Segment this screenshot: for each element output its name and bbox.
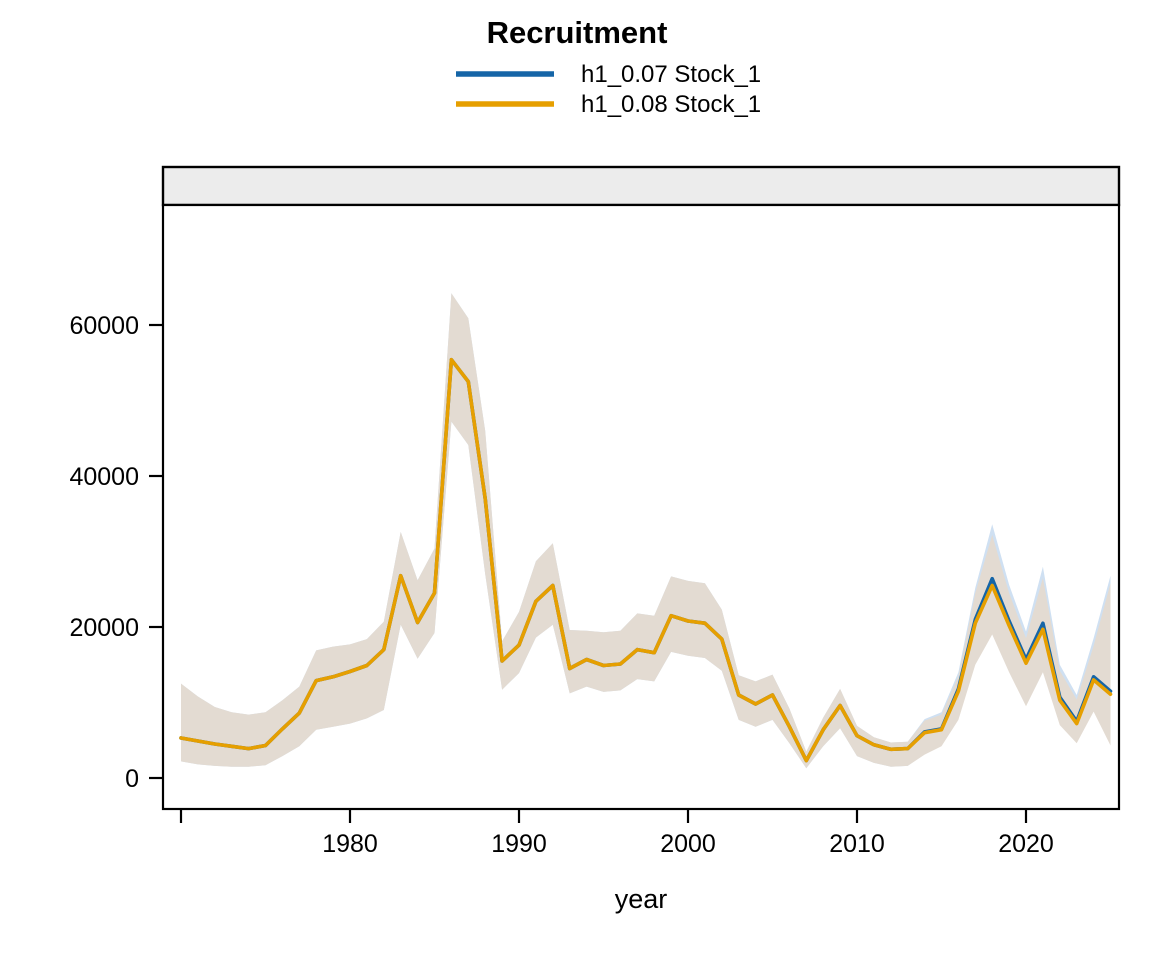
x-tick-label-1980: 1980 [322, 830, 378, 858]
legend: h1_0.07 Stock_1 h1_0.08 Stock_1 [456, 61, 761, 118]
panel-border [161, 203, 1121, 811]
y-tick-label-20000: 20000 [69, 614, 139, 642]
x-tick-label-2010: 2010 [829, 830, 885, 858]
ribbon-h1-008-stock-1 [181, 293, 1111, 769]
legend-label-h1-007: h1_0.07 Stock_1 [581, 61, 761, 88]
x-tick-label-2020: 2020 [998, 830, 1054, 858]
series-group [179, 293, 1113, 769]
plot-title: Recruitment [487, 15, 668, 50]
facet-strip [161, 165, 1121, 207]
y-axis: 0 20000 40000 60000 [69, 312, 163, 793]
x-tick-label-2000: 2000 [660, 830, 716, 858]
line-h1-008-stock-1 [179, 357, 1113, 763]
x-axis: 1980 1990 2000 2010 2020 [179, 809, 1054, 858]
x-axis-title: year [615, 884, 668, 914]
legend-label-h1-008: h1_0.08 Stock_1 [581, 91, 761, 118]
y-tick-label-0: 0 [125, 765, 139, 793]
x-tick-label-1990: 1990 [491, 830, 547, 858]
y-tick-label-40000: 40000 [69, 463, 139, 491]
y-tick-label-60000: 60000 [69, 312, 139, 340]
